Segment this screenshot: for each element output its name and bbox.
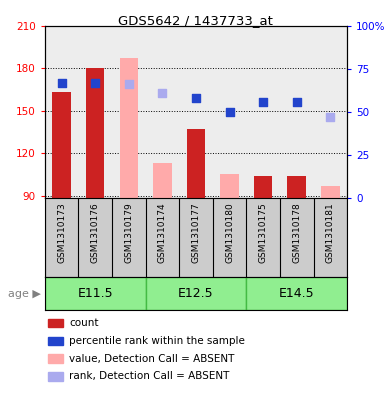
Bar <box>86 68 105 198</box>
Text: GSM1310175: GSM1310175 <box>259 202 268 263</box>
Bar <box>52 92 71 198</box>
Text: age ▶: age ▶ <box>8 289 41 299</box>
Bar <box>287 176 306 198</box>
Bar <box>48 372 63 380</box>
Bar <box>145 26 179 198</box>
Bar <box>112 26 145 198</box>
Text: GSM1310178: GSM1310178 <box>292 202 301 263</box>
Point <box>193 95 199 101</box>
Bar <box>48 319 63 327</box>
Point <box>58 79 65 86</box>
Text: E11.5: E11.5 <box>77 287 113 300</box>
Bar <box>145 277 246 310</box>
Bar <box>153 163 172 198</box>
Text: E12.5: E12.5 <box>178 287 214 300</box>
Text: rank, Detection Call = ABSENT: rank, Detection Call = ABSENT <box>69 371 229 381</box>
Bar <box>321 186 340 198</box>
Bar <box>246 26 280 198</box>
Text: GSM1310180: GSM1310180 <box>225 202 234 263</box>
Text: GSM1310177: GSM1310177 <box>191 202 200 263</box>
Bar <box>220 174 239 198</box>
Text: GSM1310181: GSM1310181 <box>326 202 335 263</box>
Text: percentile rank within the sample: percentile rank within the sample <box>69 336 245 346</box>
Bar <box>120 58 138 198</box>
Bar <box>213 26 246 198</box>
Text: GSM1310179: GSM1310179 <box>124 202 133 263</box>
Bar <box>254 176 272 198</box>
Bar <box>280 26 314 198</box>
Point <box>294 99 300 105</box>
Text: count: count <box>69 318 99 328</box>
Text: E14.5: E14.5 <box>279 287 315 300</box>
Bar <box>48 337 63 345</box>
Bar <box>48 354 63 363</box>
Bar <box>187 129 205 198</box>
Point <box>227 109 233 115</box>
Text: GDS5642 / 1437733_at: GDS5642 / 1437733_at <box>117 14 273 27</box>
Point <box>260 99 266 105</box>
Bar <box>78 26 112 198</box>
Text: GSM1310176: GSM1310176 <box>91 202 100 263</box>
Point <box>327 114 333 120</box>
Point <box>159 90 165 96</box>
Bar <box>246 277 347 310</box>
Point <box>92 79 98 86</box>
Text: GSM1310173: GSM1310173 <box>57 202 66 263</box>
Text: GSM1310174: GSM1310174 <box>158 202 167 263</box>
Bar <box>45 26 78 198</box>
Bar <box>179 26 213 198</box>
Point <box>126 81 132 88</box>
Bar <box>314 26 347 198</box>
Text: value, Detection Call = ABSENT: value, Detection Call = ABSENT <box>69 354 234 364</box>
Bar <box>45 277 145 310</box>
